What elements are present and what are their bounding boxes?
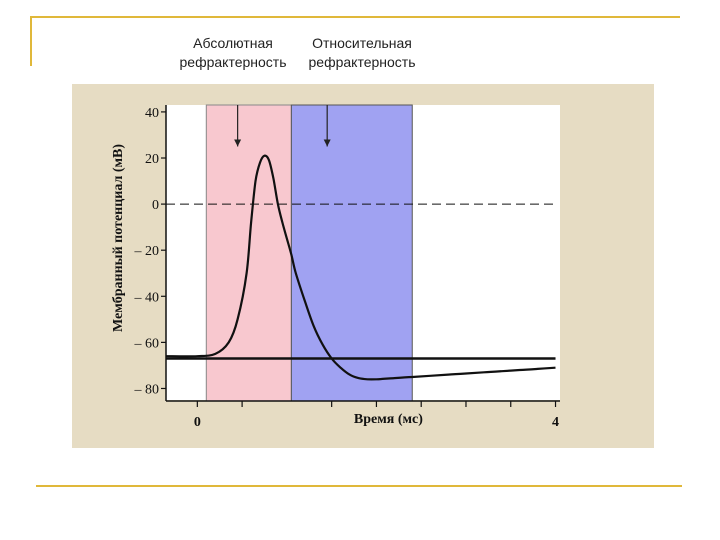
x-tick-label: 4 xyxy=(552,415,559,430)
x-tick-label: 0 xyxy=(194,415,201,430)
relative-refractory-region xyxy=(290,104,413,402)
y-tick-label: – 60 xyxy=(134,336,160,351)
y-tick-label: – 20 xyxy=(134,244,160,259)
top-horizontal-accent xyxy=(30,16,680,18)
relative-refractory-label: Относительная рефрактерность xyxy=(308,35,416,70)
y-tick-label: 20 xyxy=(145,152,159,167)
relative-arrow-head xyxy=(323,139,331,147)
x-axis-title: Время (мс) xyxy=(354,412,423,427)
absolute-refractory-label: Абсолютная рефрактерность xyxy=(179,35,287,70)
action-potential-line xyxy=(165,154,556,381)
y-tick-label: – 40 xyxy=(134,290,160,305)
y-tick-label: 0 xyxy=(152,198,159,213)
bottom-horizontal-accent xyxy=(36,485,682,487)
top-left-vertical-accent xyxy=(30,16,32,66)
y-tick-label: 40 xyxy=(145,106,159,121)
absolute-arrow-head xyxy=(234,139,242,147)
y-axis-title: Мембранный потенциал (мВ) xyxy=(111,144,126,332)
y-tick-label: – 80 xyxy=(134,382,160,397)
